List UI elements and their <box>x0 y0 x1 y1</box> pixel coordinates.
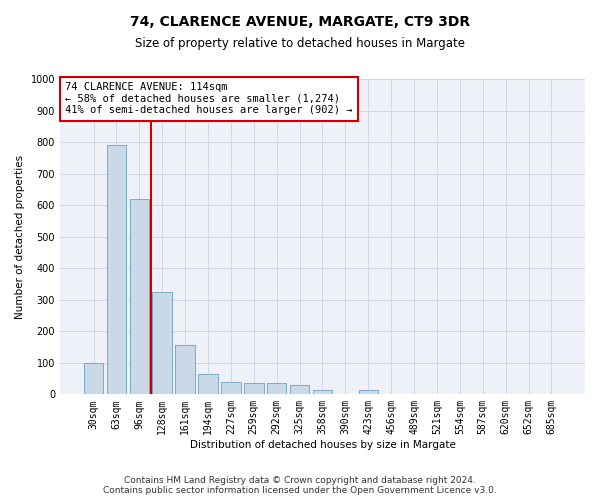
Bar <box>152 292 172 394</box>
Text: Size of property relative to detached houses in Margate: Size of property relative to detached ho… <box>135 38 465 51</box>
Bar <box>290 385 309 394</box>
Bar <box>267 384 286 394</box>
Bar <box>313 390 332 394</box>
Bar <box>244 382 263 394</box>
Bar <box>198 374 218 394</box>
Y-axis label: Number of detached properties: Number of detached properties <box>15 154 25 318</box>
Bar <box>84 363 103 394</box>
Text: Contains HM Land Registry data © Crown copyright and database right 2024.
Contai: Contains HM Land Registry data © Crown c… <box>103 476 497 495</box>
X-axis label: Distribution of detached houses by size in Margate: Distribution of detached houses by size … <box>190 440 455 450</box>
Text: 74, CLARENCE AVENUE, MARGATE, CT9 3DR: 74, CLARENCE AVENUE, MARGATE, CT9 3DR <box>130 15 470 29</box>
Text: 74 CLARENCE AVENUE: 114sqm
← 58% of detached houses are smaller (1,274)
41% of s: 74 CLARENCE AVENUE: 114sqm ← 58% of deta… <box>65 82 353 116</box>
Bar <box>175 346 195 395</box>
Bar <box>130 199 149 394</box>
Bar <box>107 145 126 394</box>
Bar <box>359 390 378 394</box>
Bar <box>221 382 241 394</box>
